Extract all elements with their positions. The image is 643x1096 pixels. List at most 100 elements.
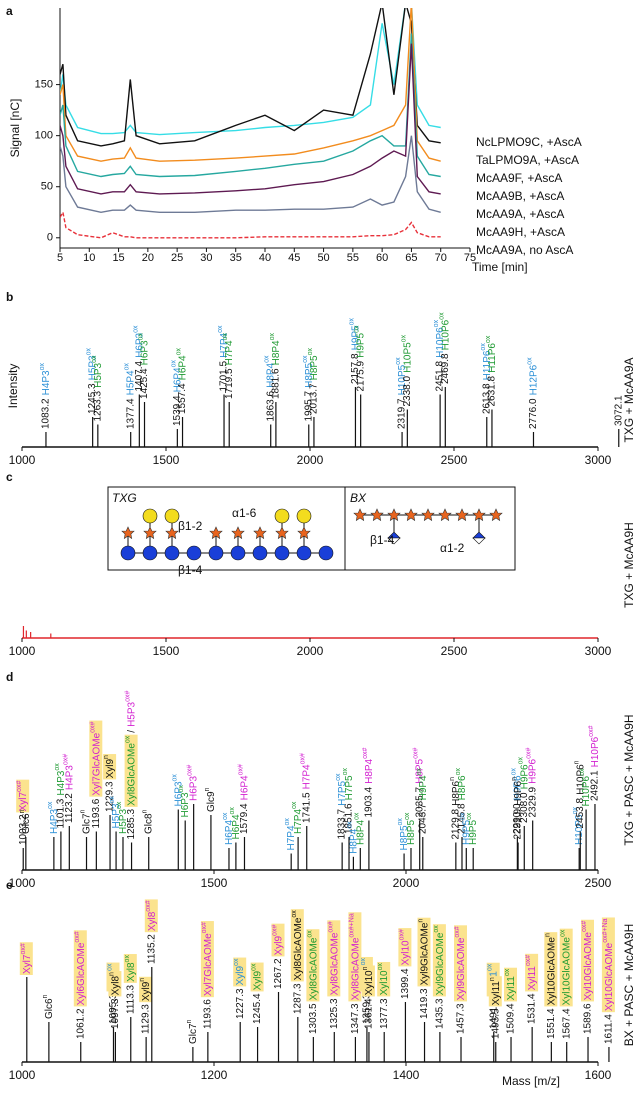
peak-label: 1435.3 Xyl9GlcAOMeox: [432, 924, 446, 1029]
superscript: ox#: [74, 931, 81, 942]
legend-entry: McAA9A, +AscA: [476, 207, 564, 221]
x-tick-label: 25: [171, 252, 183, 264]
superscript: n: [139, 978, 146, 982]
peak-label: H8P4ox: [347, 821, 359, 854]
peak-label: 1419.3 Xyl9GlcAOMen: [417, 917, 431, 1019]
composition-label: H5P3ox#: [125, 691, 137, 727]
mass-label: 2013.7: [309, 383, 320, 414]
bond-label: α1-2: [440, 541, 465, 555]
superscript: ox: [360, 957, 367, 965]
composition: Glc6: [44, 998, 55, 1019]
composition: H7P4: [293, 809, 304, 834]
y-axis-label: Intensity: [6, 364, 20, 409]
superscript: ox: [397, 818, 404, 826]
mass-label: 2319.7: [397, 398, 408, 429]
composition-label: Xyl10GlcAOMeox: [560, 929, 572, 1005]
composition-label: H8P4ox#: [362, 747, 374, 783]
mass-label: 1493.5: [490, 1008, 501, 1039]
peak-label: 1377.4 H5P4ox: [124, 362, 136, 429]
composition-label: Xyl8GlcAOMeox: [125, 735, 137, 806]
superscript: ox: [176, 347, 183, 355]
superscript: ox: [439, 312, 446, 320]
series-line: [60, 33, 441, 178]
composition: H5P3: [87, 355, 98, 380]
x-tick-label: 30: [200, 252, 212, 264]
composition-label: H4P3ox: [39, 362, 51, 395]
composition: H8P4: [364, 758, 375, 783]
highlight: [144, 899, 158, 933]
peak-label: 1457.3 Xyl9GlcAOMeox#: [454, 925, 467, 1034]
highlight: [504, 967, 517, 1002]
composition: H7P5: [344, 775, 355, 800]
mass-label: 2329.9: [527, 786, 538, 817]
peak-label: 2129.8 H8P6n: [449, 777, 461, 840]
composition-label: H8P4ox: [269, 332, 281, 365]
mass-label: 2035.7: [414, 786, 425, 817]
superscript: ox: [229, 807, 236, 815]
highlight: [348, 912, 362, 1002]
mass-label: 1359.3: [362, 993, 373, 1024]
superscript: ox#: [63, 754, 70, 765]
superscript: ox: [291, 801, 298, 809]
composition: Glc7: [81, 813, 92, 834]
composition-label: H4P3ox: [54, 763, 66, 796]
peak-label: 1557.4 H6P4ox: [176, 347, 188, 414]
y-axis-label: Signal [nC]: [8, 99, 22, 158]
x-tick-label: 65: [405, 252, 417, 264]
x-tick-label: 20: [142, 252, 154, 264]
composition-label: Xyl10GlcAOMeox#+Na: [602, 918, 614, 1011]
composition: H8P4: [271, 340, 282, 365]
peak-label: H8P4ox: [354, 812, 366, 845]
peak-label: 1267.2 Xyl9ox#: [271, 923, 285, 989]
y-tick-label: 0: [47, 232, 53, 244]
mass-label: 2338.0: [402, 375, 413, 406]
superscript: ox: [460, 812, 467, 820]
composition: Xyl8: [146, 911, 157, 931]
peak-label: 1325.3 Xyl8GlcAOMeox#: [327, 920, 341, 1029]
mass-label: 1245.3: [87, 383, 98, 414]
mass-label: 1267.2: [273, 958, 284, 989]
superscript: ox#: [272, 925, 279, 936]
peak-label: 2319.7 H10P5ox: [395, 357, 407, 429]
superscript: ox: [480, 343, 487, 351]
composition-label: Xyl8GlcAOMeox: [307, 930, 319, 1001]
legend-entry: TaLPMO9A, +AscA: [476, 153, 579, 167]
composition: Xyl8: [125, 962, 136, 982]
superscript: ox#: [413, 747, 420, 758]
mass-label: 1741.5: [301, 792, 312, 823]
highlight: [200, 921, 214, 998]
superscript: n: [418, 919, 425, 923]
composition-label: H10P6ox: [579, 768, 591, 806]
mass-label: 3072.1: [613, 395, 624, 426]
superscript: n: [142, 809, 149, 813]
composition: Xyl7: [21, 954, 32, 974]
superscript: ox#: [238, 764, 245, 775]
composition: Xyl8GlcAOMe: [329, 932, 340, 995]
composition-label: H9P5ox: [354, 325, 366, 358]
mass-label: 1285.3: [126, 808, 137, 839]
peak-label: 1263.3 H5P3ox: [91, 355, 103, 422]
superscript: ox: [47, 801, 54, 809]
superscript: ox: [579, 768, 586, 776]
composition-label: Glc6n: [19, 809, 31, 834]
peak-label: Glc6n: [19, 809, 31, 834]
peak-label: H7P4ox: [291, 801, 303, 834]
superscript: ox: [133, 325, 140, 333]
peak-label: 1083.2 H4P3ox: [39, 362, 51, 429]
composition-label: Xyl8ox: [124, 955, 136, 982]
superscript: ox#+Na: [602, 918, 609, 942]
composition: H11P6: [487, 343, 498, 373]
x-tick-label: 60: [376, 252, 388, 264]
superscript: ox#: [525, 955, 532, 966]
inset-title: TXG: [112, 491, 137, 505]
x-tick-label: 3000: [585, 453, 612, 467]
peak-label: H9P5ox: [467, 812, 479, 845]
mass-label: 2453.8: [575, 797, 586, 828]
composition: Xyl10GlcAOMe: [583, 932, 594, 1001]
peak-label: 1135.2 Xyl8ox#: [144, 899, 158, 964]
superscript: ox: [485, 335, 492, 343]
x-tick-label: 35: [230, 252, 242, 264]
composition: /: [126, 730, 137, 733]
composition-label: H5P3ox: [116, 801, 128, 834]
